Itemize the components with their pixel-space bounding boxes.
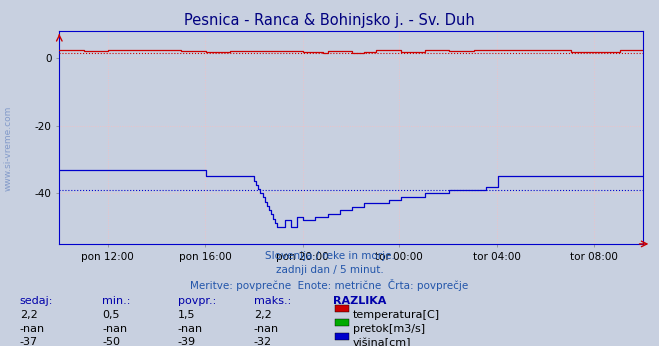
Text: min.:: min.:	[102, 296, 130, 306]
Text: RAZLIKA: RAZLIKA	[333, 296, 386, 306]
Text: Slovenija / reke in morje.: Slovenija / reke in morje.	[264, 251, 395, 261]
Text: -39: -39	[178, 337, 196, 346]
Text: -37: -37	[20, 337, 38, 346]
Text: 0,5: 0,5	[102, 310, 120, 320]
Text: 1,5: 1,5	[178, 310, 196, 320]
Text: temperatura[C]: temperatura[C]	[353, 310, 440, 320]
Text: 2,2: 2,2	[20, 310, 38, 320]
Text: Meritve: povprečne  Enote: metrične  Črta: povprečje: Meritve: povprečne Enote: metrične Črta:…	[190, 279, 469, 291]
Text: pretok[m3/s]: pretok[m3/s]	[353, 324, 424, 334]
Text: -nan: -nan	[102, 324, 127, 334]
Text: -nan: -nan	[254, 324, 279, 334]
Text: maks.:: maks.:	[254, 296, 291, 306]
Text: 2,2: 2,2	[254, 310, 272, 320]
Text: povpr.:: povpr.:	[178, 296, 216, 306]
Text: -32: -32	[254, 337, 272, 346]
Text: Pesnica - Ranca & Bohinjsko j. - Sv. Duh: Pesnica - Ranca & Bohinjsko j. - Sv. Duh	[184, 13, 475, 28]
Text: -50: -50	[102, 337, 120, 346]
Text: zadnji dan / 5 minut.: zadnji dan / 5 minut.	[275, 265, 384, 275]
Text: www.si-vreme.com: www.si-vreme.com	[3, 106, 13, 191]
Text: sedaj:: sedaj:	[20, 296, 53, 306]
Text: -nan: -nan	[20, 324, 45, 334]
Text: višina[cm]: višina[cm]	[353, 337, 411, 346]
Text: -nan: -nan	[178, 324, 203, 334]
